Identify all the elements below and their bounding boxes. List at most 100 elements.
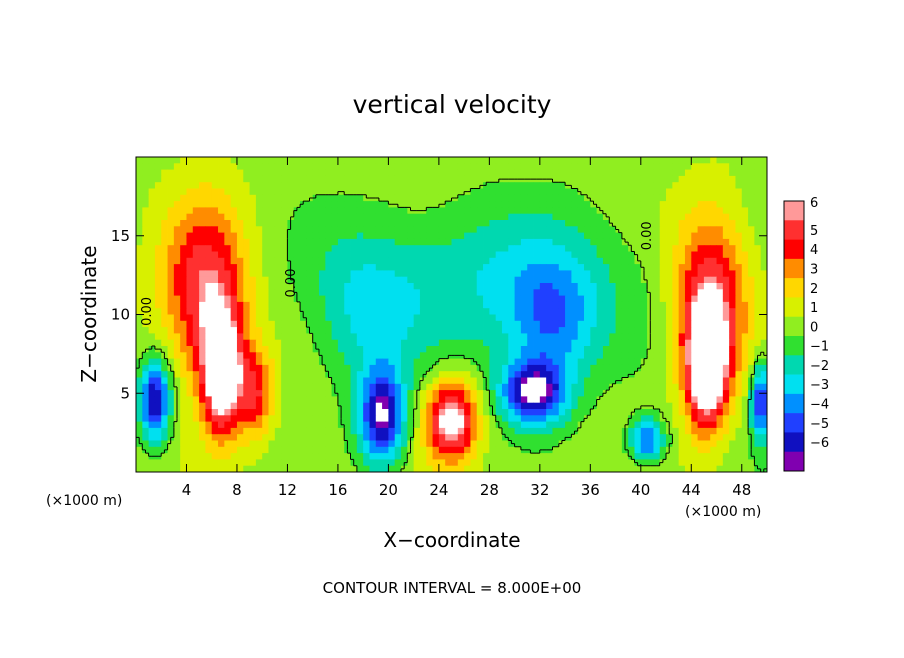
heatmap-cell	[325, 163, 333, 170]
heatmap-cell	[419, 276, 427, 284]
heatmap-cell	[136, 245, 143, 252]
heatmap-cell	[173, 327, 181, 334]
heatmap-cell	[407, 245, 415, 252]
heatmap-cell	[394, 175, 402, 183]
heatmap-cell	[470, 295, 478, 303]
heatmap-cell	[470, 459, 478, 467]
heatmap-cell	[558, 232, 566, 240]
heatmap-cell	[394, 421, 402, 429]
heatmap-cell	[760, 175, 768, 183]
heatmap-cell	[457, 245, 465, 252]
heatmap-cell	[672, 409, 680, 416]
heatmap-cell	[205, 232, 213, 240]
heatmap-cell	[318, 245, 326, 252]
heatmap-cell	[337, 169, 345, 177]
heatmap-cell	[218, 188, 225, 196]
heatmap-cell	[634, 390, 642, 397]
heatmap-cell	[224, 301, 232, 309]
heatmap-cell	[640, 377, 648, 385]
heatmap-cell	[445, 245, 452, 252]
heatmap-cell	[186, 245, 194, 252]
heatmap-cell	[760, 295, 768, 303]
heatmap-cell	[451, 220, 459, 227]
heatmap-cell	[148, 409, 156, 416]
heatmap-cell	[590, 415, 598, 422]
heatmap-cell	[331, 169, 339, 177]
heatmap-cell	[255, 157, 263, 164]
heatmap-cell	[584, 371, 591, 378]
heatmap-cell	[382, 364, 389, 372]
heatmap-cell	[464, 421, 471, 429]
heatmap-cell	[318, 364, 326, 372]
heatmap-cell	[445, 415, 452, 422]
heatmap-cell	[419, 459, 427, 467]
heatmap-cell	[306, 232, 314, 240]
heatmap-cell	[609, 257, 616, 265]
heatmap-cell	[539, 276, 547, 284]
heatmap-cell	[199, 320, 206, 328]
heatmap-cell	[375, 440, 383, 448]
heatmap-cell	[678, 283, 686, 290]
heatmap-cell	[546, 339, 553, 347]
heatmap-cell	[293, 427, 301, 435]
heatmap-cell	[331, 220, 339, 227]
heatmap-cell	[268, 201, 276, 208]
heatmap-cell	[760, 377, 768, 385]
heatmap-cell	[262, 327, 269, 334]
heatmap-cell	[249, 402, 257, 410]
heatmap-cell	[691, 434, 698, 441]
heatmap-cell	[300, 383, 307, 391]
heatmap-cell	[180, 371, 187, 378]
heatmap-cell	[344, 182, 351, 189]
heatmap-cell	[552, 295, 560, 303]
heatmap-cell	[722, 409, 730, 416]
heatmap-cell	[527, 364, 534, 372]
heatmap-cell	[647, 270, 654, 278]
heatmap-cell	[218, 264, 225, 271]
heatmap-cell	[407, 421, 415, 429]
heatmap-cell	[754, 232, 762, 240]
heatmap-cell	[318, 339, 326, 347]
heatmap-cell	[464, 415, 471, 422]
heatmap-cell	[350, 333, 358, 341]
heatmap-cell	[154, 446, 162, 454]
heatmap-cell	[640, 301, 648, 309]
heatmap-cell	[136, 289, 143, 296]
heatmap-cell	[312, 232, 320, 240]
heatmap-cell	[243, 314, 250, 322]
heatmap-cell	[262, 245, 269, 252]
heatmap-cell	[281, 251, 288, 259]
heatmap-cell	[369, 264, 377, 271]
heatmap-cell	[546, 327, 553, 334]
heatmap-cell	[748, 213, 755, 221]
heatmap-cell	[590, 207, 598, 215]
heatmap-cell	[287, 283, 295, 290]
heatmap-cell	[464, 169, 471, 177]
heatmap-cell	[464, 220, 471, 227]
heatmap-cell	[363, 440, 370, 448]
heatmap-cell	[154, 188, 162, 196]
heatmap-cell	[281, 201, 288, 208]
heatmap-cell	[590, 459, 598, 467]
heatmap-cell	[236, 157, 244, 164]
heatmap-cell	[697, 301, 705, 309]
heatmap-cell	[438, 427, 446, 435]
heatmap-cell	[495, 396, 503, 404]
heatmap-cell	[337, 352, 345, 359]
heatmap-cell	[596, 301, 604, 309]
heatmap-cell	[419, 320, 427, 328]
heatmap-cell	[684, 339, 692, 347]
heatmap-cell	[318, 207, 326, 215]
heatmap-cell	[558, 377, 566, 385]
heatmap-cell	[218, 459, 225, 467]
heatmap-cell	[476, 232, 484, 240]
heatmap-cell	[413, 446, 421, 454]
heatmap-cell	[577, 194, 585, 202]
heatmap-cell	[148, 364, 156, 372]
heatmap-cell	[161, 289, 168, 296]
heatmap-cell	[344, 276, 351, 284]
heatmap-cell	[192, 390, 200, 397]
heatmap-cell	[457, 220, 465, 227]
heatmap-cell	[281, 163, 288, 170]
heatmap-cell	[218, 314, 225, 322]
